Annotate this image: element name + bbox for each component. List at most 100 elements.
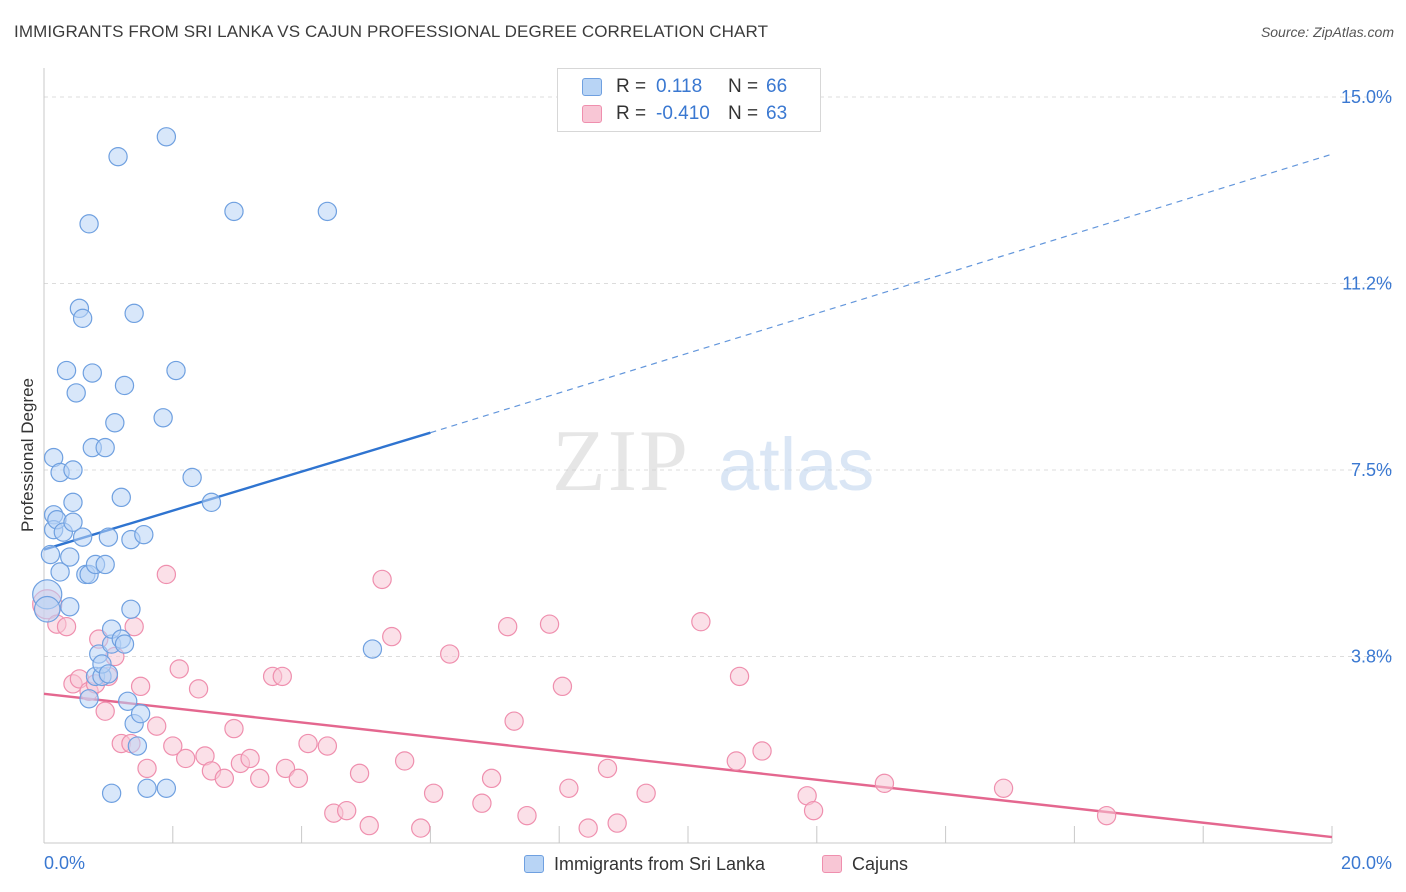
legend-r-value: -0.410 [656,103,710,124]
watermark: ZIP atlas [552,413,874,510]
legend-row-sri-lanka: R = 0.118 N = 66 [582,75,787,99]
data-point-cajuns [214,768,235,789]
data-point-sri-lanka [72,308,93,329]
data-point-cajuns [636,783,656,803]
data-point-sri-lanka [111,487,131,508]
legend-row-cajuns: R = -0.410 N = 63 [582,102,787,126]
data-point-sri-lanka [130,704,151,724]
data-point-cajuns [56,616,77,637]
data-point-sri-lanka [72,527,93,547]
sri-lanka-points [32,127,383,803]
data-point-sri-lanka [134,524,154,545]
data-point-cajuns [317,736,338,756]
data-point-cajuns [752,741,772,761]
data-point-sri-lanka [362,639,383,659]
y-tick-label: 7.5% [1351,460,1392,480]
bottom-legend-swatch-pink [822,855,842,873]
data-point-sri-lanka [137,778,157,798]
data-point-cajuns [275,758,296,779]
data-point-sri-lanka [60,597,80,617]
data-point-sri-lanka [101,783,122,803]
data-point-sri-lanka [40,544,61,565]
data-point-cajuns [130,676,151,697]
data-point-sri-lanka [118,691,138,711]
data-point-cajuns [349,763,370,784]
data-point-cajuns [95,701,115,721]
data-point-sri-lanka [153,408,173,428]
bottom-legend-label-cajuns: Cajuns [852,853,909,874]
data-point-cajuns [607,813,627,833]
x-tick-label-min: 0.0% [44,853,85,873]
data-point-sri-lanka [66,383,86,403]
legend-r-label: R = [616,103,647,124]
bottom-legend-sri-lanka: Immigrants from Sri Lanka [524,852,765,876]
data-point-sri-lanka [95,554,115,575]
data-point-cajuns [726,751,746,771]
data-point-cajuns [411,818,431,838]
bottom-legend-swatch-blue [524,855,544,873]
data-point-sri-lanka [182,467,202,488]
data-point-cajuns [578,818,598,838]
data-point-sri-lanka [50,562,70,582]
gridlines [44,96,1392,657]
data-point-sri-lanka [98,527,119,547]
data-point-sri-lanka [63,512,83,532]
data-point-cajuns [250,768,270,789]
legend-swatch-pink [582,105,602,123]
data-point-cajuns [298,733,318,754]
data-point-cajuns [1096,805,1117,826]
data-point-cajuns [175,748,196,769]
legend-n-value: 66 [766,76,788,97]
data-point-cajuns [597,758,618,779]
legend-r-value: 0.118 [656,76,703,97]
trend-line-cajuns [43,692,1333,839]
data-point-cajuns [163,736,183,756]
x-tick-labels: 0.0% 20.0% [44,853,1392,873]
data-point-cajuns [188,679,209,699]
data-point-sri-lanka [60,547,80,567]
data-point-cajuns [272,666,292,687]
data-point-cajuns [440,644,460,664]
x-ticks [172,826,1333,843]
data-point-cajuns [552,676,573,697]
data-point-cajuns [372,569,392,590]
data-point-cajuns [803,800,824,821]
data-point-cajuns [147,716,167,736]
watermark-zip: ZIP [552,413,690,510]
data-point-sri-lanka [224,201,244,222]
data-point-sri-lanka [33,595,61,623]
data-point-sri-lanka [114,634,135,654]
data-point-cajuns [729,666,750,687]
data-point-sri-lanka [95,437,115,458]
y-tick-labels: 3.8% 7.5% 11.2% 15.0% [1341,87,1392,667]
data-point-cajuns [472,793,492,813]
data-point-sri-lanka [98,664,119,684]
data-point-cajuns [169,659,189,679]
source-label: Source: ZipAtlas.com [1260,24,1394,40]
data-point-sri-lanka [63,492,83,513]
data-point-sri-lanka [121,599,141,619]
data-point-cajuns [423,783,444,803]
data-point-cajuns [559,778,579,798]
x-tick-label-max: 20.0% [1341,853,1392,873]
data-point-cajuns [517,805,537,826]
data-point-sri-lanka [105,413,125,433]
data-point-sri-lanka [317,201,338,222]
watermark-atlas: atlas [718,423,874,506]
data-point-cajuns [137,758,157,779]
data-point-sri-lanka [114,375,135,396]
y-tick-label: 15.0% [1341,87,1392,107]
data-point-cajuns [691,611,711,632]
data-point-cajuns [497,616,518,637]
data-point-cajuns [156,564,177,585]
data-point-sri-lanka [56,360,77,381]
y-tick-label: 11.2% [1342,274,1392,294]
data-point-sri-lanka [108,146,128,167]
legend-n-label: N = [728,76,759,97]
data-point-cajuns [240,748,260,769]
data-point-cajuns [504,711,524,731]
data-point-cajuns [481,768,502,789]
bottom-legend-label-sri-lanka: Immigrants from Sri Lanka [554,853,766,874]
data-point-sri-lanka [82,363,102,383]
